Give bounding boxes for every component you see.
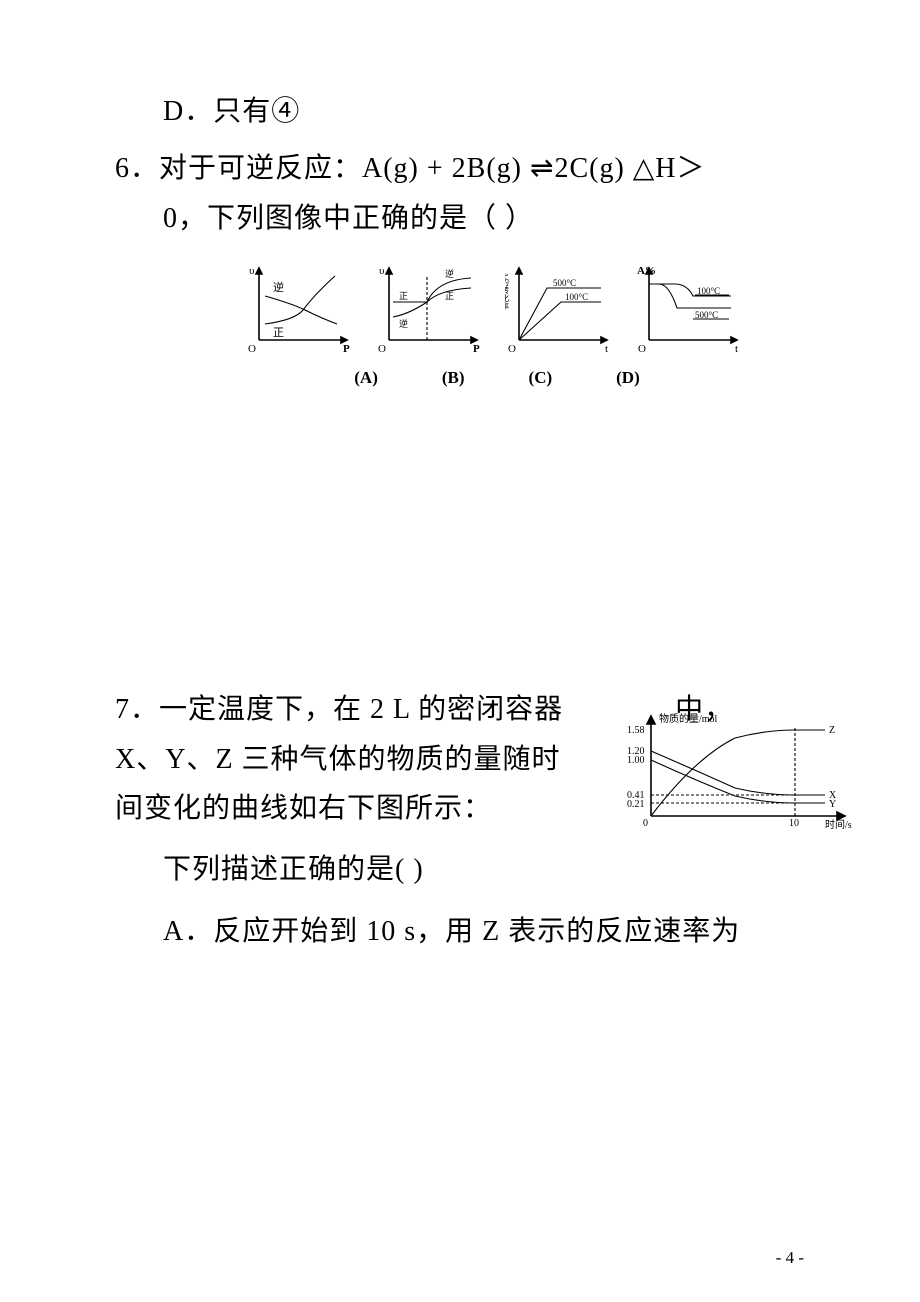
page-number: - 4 - — [776, 1248, 804, 1268]
svg-text:0.21: 0.21 — [627, 799, 645, 810]
svg-text:υ: υ — [249, 265, 255, 277]
svg-text:O: O — [378, 343, 386, 352]
svg-text:1.00: 1.00 — [627, 755, 645, 766]
q7-line1-left: 7．一定温度下，在 2 L 的密闭容器 — [115, 694, 563, 725]
previous-option-d: D．只有④ — [163, 90, 805, 133]
q7-block: 7．一定温度下，在 2 L 的密闭容器 中， X、Y、Z 三种气体的物质的量随时… — [115, 688, 805, 953]
chart-a: υ P O 逆 正 — [245, 262, 355, 352]
svg-text:O: O — [508, 343, 516, 352]
svg-text:物质的量/mol: 物质的量/mol — [659, 712, 718, 725]
chart-c: A的转化率 t O 500°C 100°C — [505, 262, 615, 352]
svg-text:O: O — [248, 343, 256, 352]
svg-text:0: 0 — [643, 818, 648, 829]
chart-label-a: (A) — [354, 368, 378, 388]
q6-stem-line2: 0，下列图像中正确的是（ ） — [163, 197, 805, 240]
q7-stem-line4: 下列描述正确的是( ) — [163, 848, 805, 891]
chart-b: υ P O 逆 正 正 逆 — [375, 262, 485, 352]
chart-label-d: (D) — [616, 368, 640, 388]
svg-text:A%: A% — [637, 265, 656, 277]
q7-option-a: A．反应开始到 10 s，用 Z 表示的反应速率为 — [163, 910, 805, 953]
chart-label-b: (B) — [442, 368, 465, 388]
svg-text:正: 正 — [273, 327, 284, 339]
chart-d: A% t O 100°C 500°C — [635, 262, 745, 352]
svg-text:正: 正 — [445, 291, 454, 301]
svg-text:A的转化率: A的转化率 — [505, 272, 510, 311]
chart-label-c: (C) — [529, 368, 553, 388]
svg-text:100°C: 100°C — [565, 292, 588, 302]
svg-text:Y: Y — [829, 799, 836, 810]
svg-text:逆: 逆 — [273, 280, 284, 294]
q6-stem-line1: 6．对于可逆反应：A(g) + 2B(g) ⇌2C(g) △H＞ — [115, 147, 805, 190]
svg-text:500°C: 500°C — [553, 278, 576, 288]
q6-charts-row: υ P O 逆 正 υ P O 逆 正 正 逆 — [185, 262, 805, 352]
q7-chart: 1.58 1.20 1.00 0.41 0.21 0 10 物质的量/mol 时… — [615, 708, 865, 853]
svg-text:P: P — [343, 343, 350, 352]
svg-text:10: 10 — [789, 818, 799, 829]
svg-text:t: t — [605, 343, 608, 352]
svg-text:正: 正 — [399, 291, 408, 301]
svg-text:1.58: 1.58 — [627, 725, 645, 736]
svg-text:时间/s: 时间/s — [825, 818, 852, 831]
q6-chart-labels: (A) (B) (C) (D) — [189, 368, 805, 388]
svg-text:υ: υ — [379, 265, 385, 277]
svg-text:t: t — [735, 343, 738, 352]
svg-text:P: P — [473, 343, 480, 352]
svg-text:O: O — [638, 343, 646, 352]
svg-text:Z: Z — [829, 725, 835, 736]
svg-text:逆: 逆 — [399, 318, 408, 329]
svg-text:逆: 逆 — [445, 268, 454, 279]
